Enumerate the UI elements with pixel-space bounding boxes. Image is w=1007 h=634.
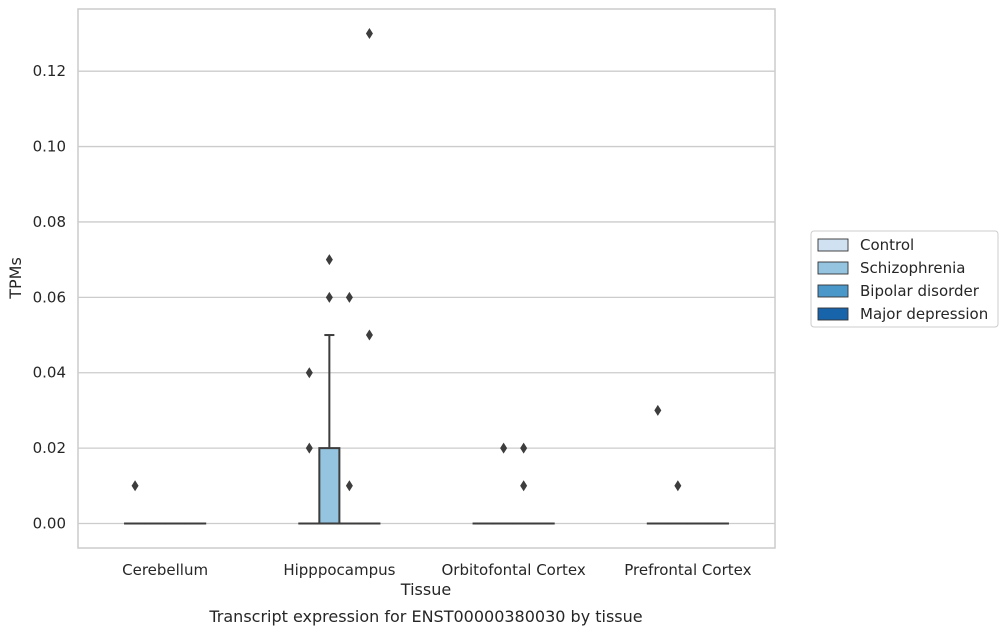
outlier-point (365, 329, 373, 341)
y-tick-label: 0.08 (33, 213, 66, 231)
y-axis-label: TPMs (6, 257, 25, 300)
outlier-point (325, 254, 333, 266)
plot-frame (77, 8, 776, 549)
legend-label: Control (860, 236, 914, 254)
x-axis-label: Tissue (400, 580, 451, 599)
box-hipppocampus-schizophrenia (318, 334, 341, 525)
y-tick-labels: 0.00 0.02 0.04 0.06 0.08 0.10 0.12 (33, 62, 66, 532)
legend-swatch (817, 307, 849, 321)
y-gridlines (78, 70, 775, 525)
outlier-point (345, 291, 353, 303)
outlier-point (305, 442, 313, 454)
y-tick-label: 0.00 (33, 515, 66, 533)
legend: Control Schizophrenia Bipolar disorder Majo… (810, 230, 999, 328)
outlier-point (325, 291, 333, 303)
boxes (124, 334, 729, 525)
outlier-point (520, 480, 528, 492)
legend-swatch (817, 238, 849, 252)
outliers (131, 28, 682, 492)
box-body (318, 447, 341, 525)
y-tick-label: 0.06 (33, 288, 66, 306)
y-tick-label: 0.10 (33, 138, 66, 156)
y-tick-label: 0.04 (33, 364, 66, 382)
y-tick-label: 0.12 (33, 62, 66, 80)
legend-swatch (817, 261, 849, 275)
chart-title: Transcript expression for ENST0000038003… (208, 607, 642, 626)
outlier-point (131, 480, 139, 492)
legend-label: Major depression (860, 305, 988, 323)
y-tick-label: 0.02 (33, 439, 66, 457)
x-tick-labels: Cerebellum Hipppocampus Orbitofontal Corte… (122, 561, 751, 579)
outlier-point (500, 442, 508, 454)
outlier-point (305, 367, 313, 379)
legend-label: Bipolar disorder (860, 282, 980, 300)
x-tick-label: Prefrontal Cortex (624, 561, 751, 579)
outlier-point (654, 404, 662, 416)
outlier-point (345, 480, 353, 492)
legend-swatch (817, 284, 849, 298)
outlier-point (674, 480, 682, 492)
x-tick-label: Orbitofontal Cortex (442, 561, 586, 579)
outlier-point (365, 28, 373, 39)
x-tick-label: Hipppocampus (283, 561, 395, 579)
legend-label: Schizophrenia (860, 259, 965, 277)
outlier-point (520, 442, 528, 454)
legend-frame (810, 230, 999, 328)
x-tick-label: Cerebellum (122, 561, 208, 579)
